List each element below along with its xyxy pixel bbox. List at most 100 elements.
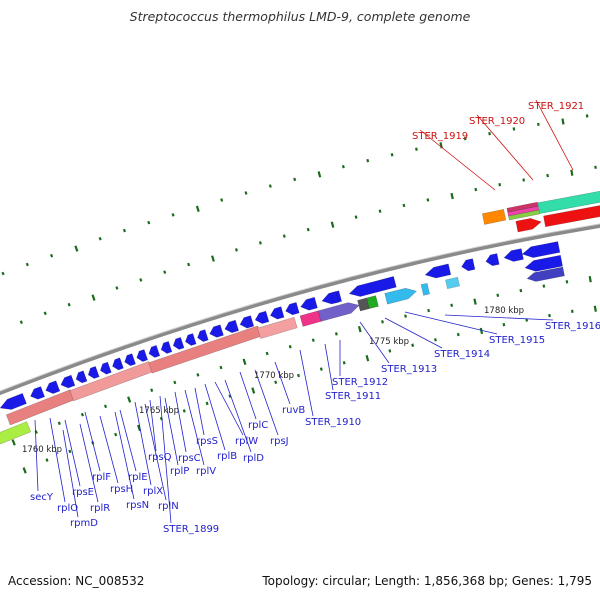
scale-tick: [512, 127, 516, 131]
gene-label: rplV: [196, 466, 216, 477]
scale-tick: [570, 309, 574, 313]
scale-tick: [258, 241, 262, 245]
scale-tick: [103, 404, 108, 409]
gene-label: rpsS: [196, 436, 218, 447]
gene-label: STER_1911: [325, 391, 381, 402]
gene-block-lime: [0, 421, 32, 445]
scale-label: 1780 kbp: [484, 306, 524, 316]
gene-label: secY: [30, 492, 54, 503]
scale-tick: [43, 311, 47, 316]
gene-arrow-reverse: [524, 254, 563, 272]
gene-label: STER_1920: [469, 116, 525, 127]
gene-label: rpsH: [110, 484, 133, 495]
gene-arrow-reverse: [112, 357, 124, 371]
scale-tick: [357, 326, 362, 333]
gene-block-cyan: [445, 276, 461, 290]
scale-tick: [519, 288, 523, 293]
gene-block-teal: [537, 188, 600, 214]
scale-tick: [450, 303, 454, 307]
gene-arrow-forward: [543, 204, 600, 228]
scale-tick: [502, 322, 506, 327]
gene-label: STER_1899: [163, 524, 219, 535]
scale-tick: [522, 178, 526, 182]
label-leader-line: [299, 349, 314, 417]
label-leader-line: [64, 419, 81, 487]
gene-arrow-reverse: [124, 353, 136, 367]
gene-arrow-reverse: [485, 253, 500, 267]
scale-tick: [593, 305, 597, 312]
gene-label: rplR: [90, 503, 110, 514]
scale-label: 1775 kbp: [369, 337, 409, 347]
gene-arrow-reverse: [285, 301, 300, 316]
scale-tick: [542, 284, 546, 288]
label-leader-line: [214, 381, 244, 436]
gene-arrow-reverse: [526, 266, 565, 282]
gene-arrow-reverse: [136, 349, 149, 362]
label-leader-line: [239, 371, 257, 420]
gene-arrow-reverse: [330, 291, 339, 304]
scale-tick: [565, 280, 569, 284]
scale-tick: [1, 271, 5, 276]
scale-tick: [341, 164, 345, 169]
label-leader-line: [149, 399, 157, 452]
scale-tick: [311, 338, 315, 342]
scale-tick: [415, 147, 418, 151]
scale-tick: [334, 332, 338, 336]
scale-tick: [22, 467, 27, 474]
scale-labels: 1760 kbp 1765 kbp 1770 kbp 1775 kbp 1780 kbp: [22, 306, 524, 455]
scale-tick: [173, 380, 177, 385]
ribosomal-gene-block: [257, 316, 298, 340]
scale-tick: [536, 122, 540, 127]
gene-arrow-reverse: [461, 258, 476, 272]
gene-block-multi: [508, 209, 541, 221]
genome-summary-text: Topology: circular; Length: 1,856,368 bp…: [262, 574, 592, 588]
gene-block-multi: [507, 205, 540, 217]
scale-tick: [282, 234, 286, 238]
gene-label: rplE: [128, 472, 148, 483]
gene-label: rplN: [158, 501, 179, 512]
label-leader-line: [62, 429, 79, 518]
scale-tick: [546, 173, 549, 178]
gene-label: rplC: [248, 420, 268, 431]
scale-tick: [122, 228, 126, 233]
gene-label: rplF: [92, 472, 111, 483]
label-leader-line: [144, 403, 167, 501]
scale-tick: [365, 355, 370, 362]
scale-tick: [251, 387, 256, 394]
scale-tick: [404, 314, 407, 318]
scale-tick: [402, 203, 406, 208]
gene-label: STER_1914: [434, 349, 490, 360]
gene-arrow-reverse: [0, 392, 27, 410]
scale-tick: [91, 294, 96, 301]
scale-tick: [390, 153, 394, 157]
gene-label: rpsE: [72, 487, 94, 498]
scale-tick: [244, 191, 248, 195]
gene-block-green: [366, 295, 379, 310]
scale-tick: [388, 349, 392, 353]
label-leader-line: [224, 379, 252, 453]
gene-arrow-reverse: [160, 340, 173, 354]
scale-tick: [293, 177, 297, 182]
scale-tick: [426, 198, 430, 202]
label-leader-line: [535, 99, 574, 171]
scale-tick: [211, 255, 215, 262]
scale-tick: [68, 449, 72, 454]
scale-tick: [288, 344, 292, 349]
gene-features: [0, 188, 600, 445]
scale-tick: [136, 424, 142, 432]
gene-label: rplP: [170, 466, 189, 477]
label-leader-line: [79, 423, 99, 503]
gene-label: rpsQ: [148, 452, 172, 463]
gene-arrow-reverse: [239, 315, 255, 329]
label-leader-line: [49, 417, 66, 503]
label-leader-line: [134, 401, 152, 486]
scale-tick: [381, 320, 384, 324]
gene-label: rpsN: [126, 500, 149, 511]
scale-tick: [228, 394, 232, 398]
scale-label: 1760 kbp: [22, 445, 62, 455]
scale-tick: [187, 262, 191, 267]
scale-tick: [319, 367, 323, 371]
scale-tick: [57, 421, 61, 426]
scale-tick: [114, 432, 118, 437]
